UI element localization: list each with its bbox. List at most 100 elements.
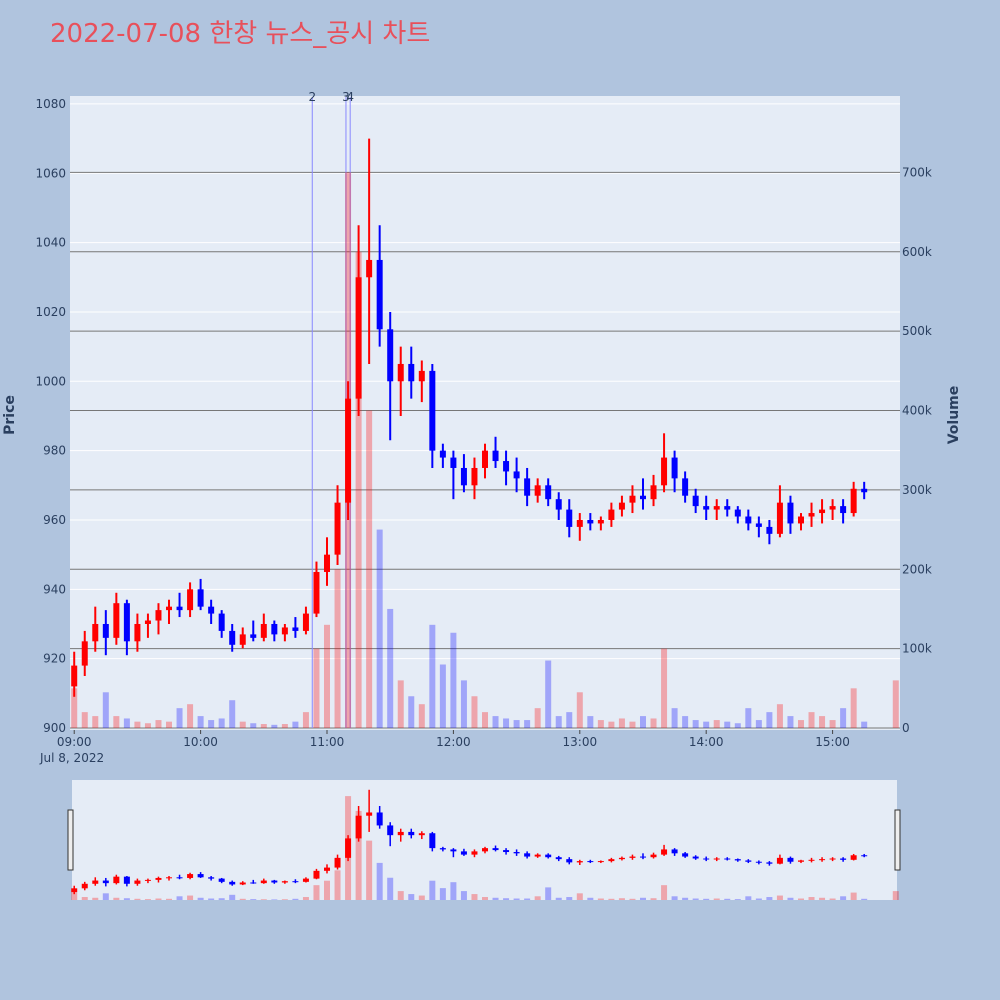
volume-bar: [724, 721, 731, 728]
candle-body: [429, 370, 436, 451]
candle-body: [808, 513, 815, 517]
volume-bar: [92, 716, 99, 728]
mini-volume-bar: [524, 898, 531, 900]
mini-candle-body: [460, 851, 467, 855]
mini-volume-bar: [650, 898, 657, 900]
mini-volume-bar: [850, 892, 857, 900]
mini-candle-body: [639, 856, 646, 858]
volume-bar: [281, 724, 288, 728]
candle-body: [334, 502, 341, 555]
slider-handle-right[interactable]: [894, 809, 901, 871]
mini-candle-body: [302, 878, 309, 882]
y-tick-label: 960: [43, 513, 66, 527]
candle-body: [239, 634, 246, 645]
mini-candle-body: [113, 876, 120, 884]
volume-bar: [366, 410, 373, 728]
mini-candle-body: [703, 858, 710, 860]
mini-candle-body: [819, 859, 826, 861]
candle-body: [134, 623, 141, 642]
mini-candle-body: [587, 861, 594, 863]
volume-bar: [134, 721, 141, 728]
candle-body: [787, 502, 794, 524]
mini-volume-bar: [492, 897, 499, 900]
volume-bar: [618, 718, 625, 728]
y2-tick-label: 400k: [902, 404, 932, 418]
x-tick-label: 13:00: [563, 735, 598, 749]
volume-bar: [861, 721, 868, 728]
volume-bar: [671, 708, 678, 728]
mini-candle-body: [123, 876, 130, 884]
mini-candle-body: [102, 880, 109, 884]
mini-candle-body: [618, 857, 625, 860]
mini-volume-bar: [587, 897, 594, 900]
x-tick-label: 10:00: [183, 735, 218, 749]
mini-volume-bar: [734, 899, 741, 900]
candle-body: [366, 259, 373, 278]
slider-layer: [71, 789, 899, 900]
volume-bar: [418, 704, 425, 728]
mini-candle-body: [324, 867, 331, 871]
mini-volume-bar: [892, 891, 899, 900]
mini-volume-bar: [71, 892, 78, 900]
volume-bar: [576, 692, 583, 728]
volume-bar: [460, 680, 467, 728]
volume-bar: [492, 716, 499, 728]
mini-candle-body: [134, 880, 141, 884]
candle-body: [692, 495, 699, 507]
candle-body: [524, 478, 531, 496]
mini-volume-bar: [208, 898, 215, 900]
mini-candle-body: [797, 860, 804, 862]
mini-volume-bar: [797, 898, 804, 900]
volume-bar: [408, 696, 415, 728]
y-tick-label: 980: [43, 444, 66, 458]
mini-volume-bar: [618, 898, 625, 900]
mini-candle-body: [313, 870, 320, 879]
x-tick-label: 11:00: [310, 735, 345, 749]
mini-volume-bar: [597, 898, 604, 900]
volume-bar: [271, 724, 278, 728]
y-tick-label: 1060: [35, 166, 66, 180]
mini-volume-bar: [629, 898, 636, 900]
candle-body: [324, 554, 331, 572]
y2-tick-label: 300k: [902, 483, 932, 497]
mini-volume-bar: [755, 898, 762, 900]
y-axis-title: Price: [2, 395, 18, 435]
mini-volume-bar: [808, 897, 815, 900]
mini-volume-bar: [429, 880, 436, 900]
volume-bar: [703, 721, 710, 728]
candle-body: [745, 516, 752, 524]
volume-bar: [71, 688, 78, 728]
candle-body: [503, 461, 510, 472]
mini-volume-bar: [503, 898, 510, 900]
candle-body: [229, 630, 236, 645]
mini-volume-bar: [313, 885, 320, 900]
mini-candle-body: [692, 856, 699, 859]
mini-volume-bar: [745, 896, 752, 900]
volume-bar: [713, 720, 720, 728]
mini-volume-bar: [671, 896, 678, 900]
mini-candle-body: [187, 874, 194, 878]
mini-candle-body: [376, 812, 383, 826]
candle-body: [176, 606, 183, 611]
mini-volume-bar: [113, 897, 120, 900]
mini-candle-body: [71, 888, 78, 893]
volume-bar: [471, 696, 478, 728]
mini-volume-bar: [376, 862, 383, 900]
candle-body: [724, 506, 731, 510]
slider-handle-left[interactable]: [67, 809, 74, 871]
candle-body: [703, 506, 710, 510]
mini-volume-bar: [292, 898, 299, 900]
volume-bar: [629, 721, 636, 728]
candle-body: [313, 571, 320, 614]
mini-candle-body: [661, 849, 668, 855]
y2-tick-label: 100k: [902, 642, 932, 656]
candle-body: [861, 488, 868, 493]
volume-bar: [324, 624, 331, 728]
volume-bar: [260, 724, 267, 728]
volume-bar: [661, 648, 668, 728]
mini-volume-bar: [366, 840, 373, 900]
y2-tick-label: 600k: [902, 245, 932, 259]
mini-volume-bar: [387, 877, 394, 900]
candle-body: [639, 495, 646, 500]
